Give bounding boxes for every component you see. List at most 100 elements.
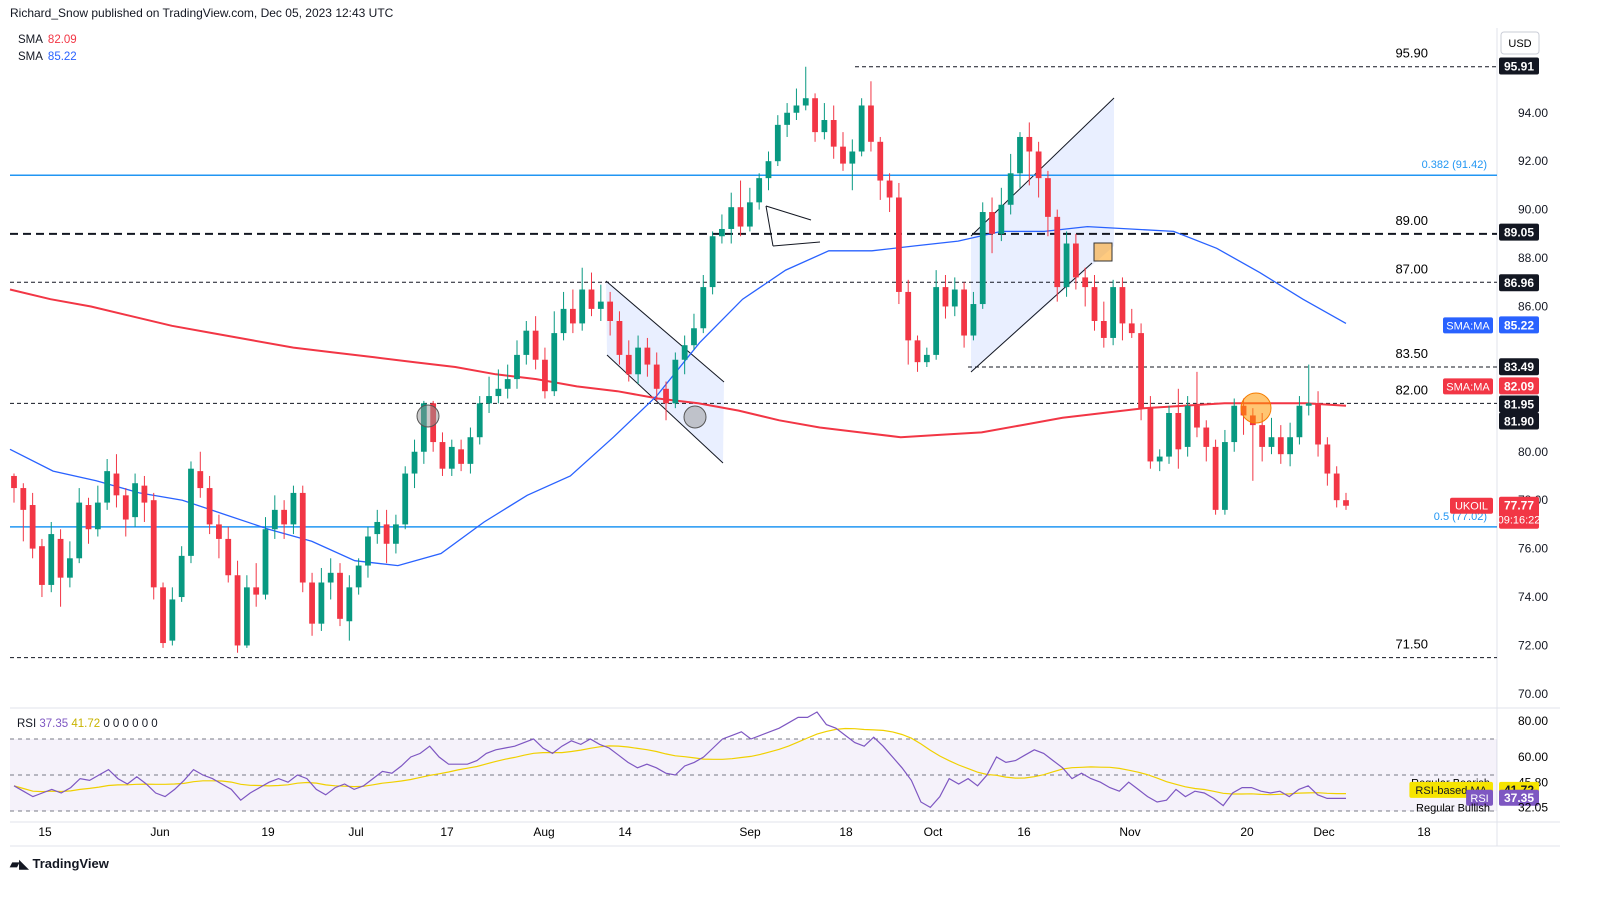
time-tick: 18 (1417, 825, 1431, 839)
candle-body (393, 524, 399, 544)
candle-body (169, 599, 176, 641)
time-tick: 18 (839, 825, 853, 839)
candle-body (402, 473, 409, 525)
candle-body (1287, 437, 1293, 455)
price-tick: 90.00 (1518, 203, 1548, 217)
candle-body (1054, 216, 1061, 288)
candle-body (970, 304, 977, 336)
fib-label: 0.382 (91.42) (1422, 159, 1487, 171)
price-label: 86.96 (1504, 276, 1534, 290)
candle-body (1017, 136, 1023, 174)
candle-body (495, 388, 502, 397)
rsi-note: RSI (1470, 793, 1488, 805)
touch-marker (416, 404, 440, 428)
candle-body (1072, 243, 1079, 278)
candle-body (774, 124, 781, 162)
candle-body (271, 509, 278, 530)
candle-body (1333, 473, 1340, 501)
candle-body (644, 347, 651, 365)
candle-body (67, 558, 73, 578)
price-tick: 86.00 (1518, 299, 1548, 313)
candle-body (132, 483, 138, 518)
candle-body (784, 112, 791, 125)
candle-body (225, 538, 232, 576)
tradingview-footer[interactable]: ▰◣ TradingView (10, 856, 109, 871)
candle-body (569, 308, 576, 324)
time-tick: 20 (1240, 825, 1254, 839)
candle-body (346, 587, 353, 622)
rsi-note-badge (1466, 789, 1493, 806)
candle-body (1156, 456, 1163, 462)
price-label-box (1499, 57, 1539, 75)
candle-body (76, 502, 83, 559)
rsi-key: RSI (17, 718, 37, 730)
rsi-extra: 0 0 0 0 0 0 (103, 718, 158, 730)
candle-body (1212, 446, 1219, 510)
price-label-box (1499, 223, 1539, 241)
candle-body (635, 347, 641, 375)
candle-body (914, 340, 921, 363)
sma-red-value: 82.09 (47, 34, 77, 46)
candle-body (681, 345, 688, 360)
currency-button[interactable] (1500, 31, 1540, 55)
time-tick: 15 (38, 825, 52, 839)
candle-body (355, 565, 362, 588)
rsi-tick: 80.00 (1518, 714, 1548, 728)
candle-body (1138, 333, 1144, 409)
candle-body (476, 403, 483, 438)
candle-body (178, 555, 185, 598)
sma-blue-legend: SMA 85.22 (18, 51, 77, 63)
candle-body (318, 582, 325, 624)
candle-body (551, 333, 558, 392)
tradingview-brand: TradingView (32, 856, 109, 871)
price-label: 89.05 (1504, 226, 1534, 240)
candle-body (793, 105, 800, 113)
channel-down-line (605, 280, 725, 383)
candle-body (672, 359, 679, 404)
candle-body (542, 359, 548, 392)
candle-body (365, 536, 371, 566)
candle-body (756, 178, 763, 203)
candle-body (486, 396, 492, 404)
time-tick: Aug (533, 825, 554, 839)
candle-body (1315, 403, 1321, 445)
rsi-ma-value: 41.72 (71, 718, 101, 730)
candle-body (868, 105, 874, 142)
price-tick: 94.00 (1518, 106, 1548, 120)
price-tick: 76.00 (1518, 542, 1548, 556)
price-label-box (1499, 274, 1539, 292)
time-tick: 17 (440, 825, 454, 839)
rsi-value: 37.35 (39, 718, 69, 730)
touch-marker (1093, 242, 1113, 262)
candle-body (597, 301, 604, 309)
level-label: 83.50 (1395, 346, 1428, 361)
price-label: 77.77 (1504, 499, 1534, 513)
candle-body (1277, 437, 1284, 455)
candle-body (1035, 151, 1042, 179)
candle-body (830, 120, 837, 147)
price-tick: 74.00 (1518, 590, 1548, 604)
candle-body (802, 98, 809, 106)
candle-body (1231, 405, 1238, 443)
candle-body (1045, 178, 1051, 217)
price-label-box (1499, 412, 1539, 430)
candle-body (216, 524, 222, 539)
candle-body (663, 388, 669, 404)
candle-body (560, 308, 567, 334)
candle-body (448, 446, 455, 469)
time-tick: Nov (1119, 825, 1140, 839)
candle-body (998, 204, 1005, 234)
candle-body (923, 354, 930, 363)
candle-body (374, 521, 381, 535)
candle-body (1296, 405, 1303, 438)
price-label: 82.09 (1504, 379, 1534, 393)
candle-body (141, 485, 148, 503)
candle-body (961, 289, 967, 336)
time-tick: Dec (1313, 825, 1334, 839)
price-label-box (1499, 496, 1539, 529)
time-tick: 16 (1017, 825, 1031, 839)
candle-body (1119, 287, 1126, 324)
time-tick: Sep (739, 825, 761, 839)
price-tick: 88.00 (1518, 251, 1548, 265)
